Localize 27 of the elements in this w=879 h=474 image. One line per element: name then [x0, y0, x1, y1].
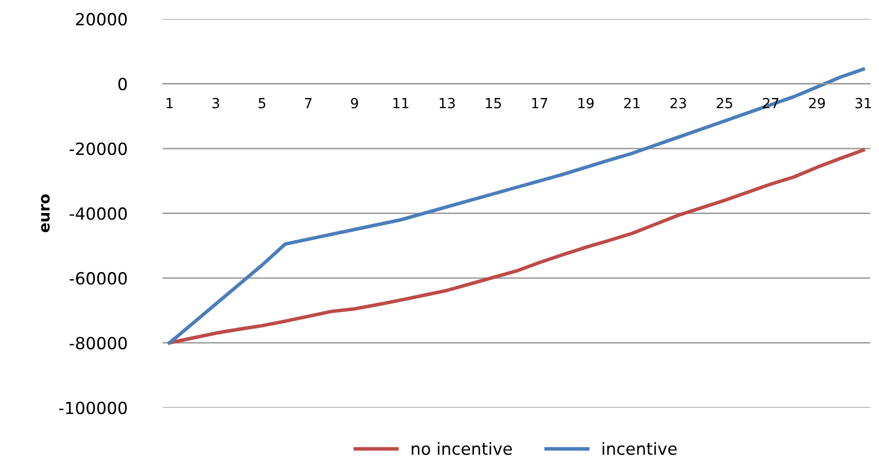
x-tick-label: 1	[166, 98, 173, 108]
y-tick-label: 20000	[76, 12, 127, 26]
x-tick-label: 27	[762, 98, 778, 108]
x-tick-label: 19	[578, 98, 594, 108]
y-tick-label: -60000	[70, 272, 127, 285]
x-tick-label: 5	[258, 98, 266, 108]
y-tick-label: -40000	[70, 207, 127, 220]
x-tick-label: 15	[486, 98, 501, 108]
x-tick-label: 23	[670, 98, 686, 108]
line-series	[168, 148, 866, 345]
y-tick-label: -20000	[70, 142, 127, 156]
x-tick-label: 3	[212, 98, 220, 108]
x-tick-label: 31	[855, 98, 871, 108]
x-tick-label: 13	[440, 98, 455, 108]
legend-label: incentive	[602, 442, 677, 455]
legend-label: no incentive	[412, 442, 512, 455]
x-tick-label: 7	[305, 98, 312, 108]
y-axis-title: euro	[40, 194, 50, 232]
y-tick-label: 0	[118, 78, 127, 90]
x-tick-label: 21	[624, 98, 640, 108]
x-tick-label: 29	[809, 98, 825, 108]
y-tick-label: -80000	[70, 336, 127, 350]
y-tick-label: -100000	[59, 402, 127, 414]
x-tick-label: 25	[716, 98, 732, 108]
x-tick-label: 11	[393, 98, 408, 108]
x-tick-label: 9	[351, 98, 358, 108]
x-tick-label: 17	[532, 98, 548, 108]
